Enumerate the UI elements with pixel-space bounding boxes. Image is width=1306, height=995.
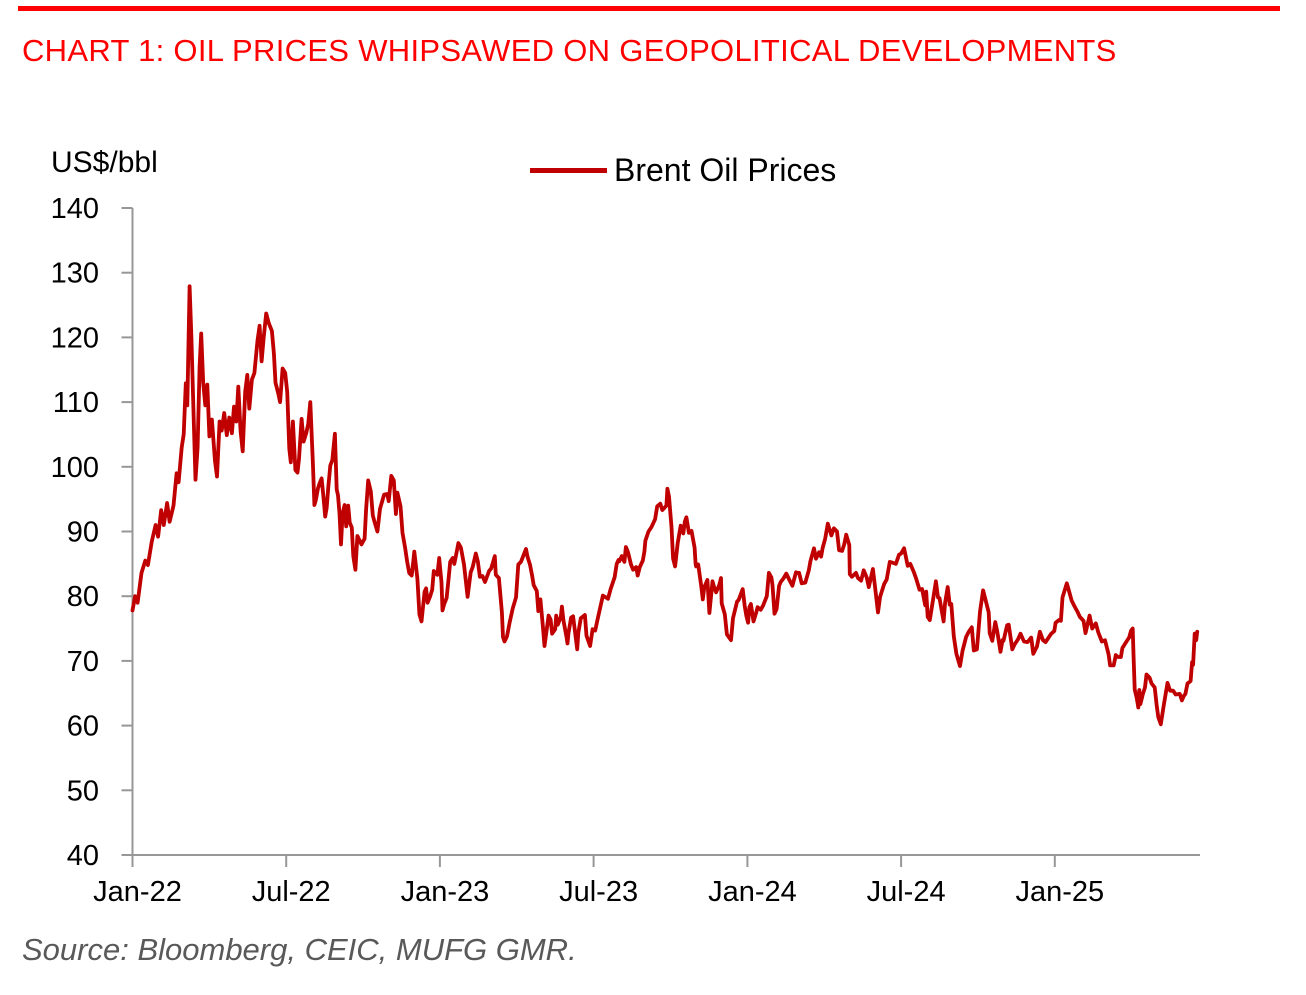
svg-text:Jul-23: Jul-23 [559, 876, 638, 908]
svg-text:140: 140 [51, 193, 99, 225]
legend-line-swatch-icon [530, 168, 607, 173]
legend: Brent Oil Prices [530, 152, 836, 189]
svg-text:Jul-24: Jul-24 [867, 876, 946, 908]
svg-text:130: 130 [51, 258, 99, 290]
svg-text:Jan-23: Jan-23 [401, 876, 490, 908]
svg-text:90: 90 [67, 517, 99, 549]
svg-text:50: 50 [67, 775, 99, 807]
svg-text:70: 70 [67, 646, 99, 678]
svg-text:80: 80 [67, 581, 99, 613]
legend-label: Brent Oil Prices [614, 152, 837, 188]
svg-text:60: 60 [67, 711, 99, 743]
svg-text:Jan-22: Jan-22 [93, 876, 182, 908]
title-rule [18, 6, 1280, 11]
svg-text:110: 110 [53, 387, 99, 419]
svg-text:Jan-25: Jan-25 [1015, 876, 1104, 908]
y-axis-unit-label: US$/bbl [51, 146, 158, 179]
chart-title: CHART 1: OIL PRICES WHIPSAWED ON GEOPOLI… [22, 33, 1117, 68]
svg-text:120: 120 [51, 322, 99, 354]
svg-text:Jan-24: Jan-24 [708, 876, 797, 908]
svg-text:100: 100 [51, 452, 99, 484]
svg-text:Jul-22: Jul-22 [252, 876, 331, 908]
svg-text:40: 40 [67, 840, 99, 872]
source-note: Source: Bloomberg, CEIC, MUFG GMR. [22, 932, 577, 967]
